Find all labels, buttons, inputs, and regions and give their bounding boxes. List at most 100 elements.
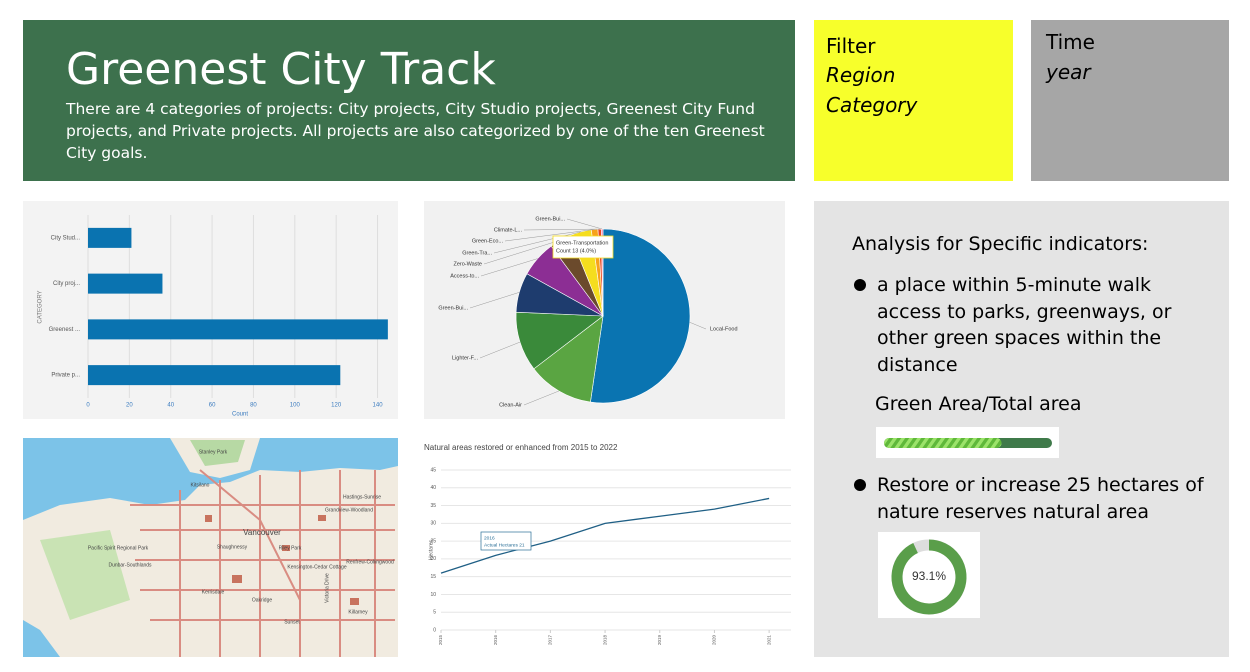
- slice-label: Zero-Waste: [453, 261, 482, 267]
- slice-label: Local-Food: [710, 326, 738, 332]
- leader-line: [523, 228, 600, 231]
- time-bg[interactable]: [1031, 20, 1229, 181]
- leader-line: [479, 341, 521, 359]
- park: [190, 440, 245, 466]
- slice-label: Lighter-F...: [452, 355, 478, 361]
- slice-label: Green-Tra...: [462, 250, 492, 256]
- bullet: [854, 279, 866, 291]
- map-label: Stanley Park: [199, 449, 228, 455]
- x-axis-label: Count: [232, 412, 248, 418]
- x-tick-label: 120: [331, 403, 342, 409]
- map-label: Dunbar-Southlands: [108, 562, 152, 568]
- leader-line: [689, 322, 707, 330]
- x-tick-label: 0: [86, 403, 90, 409]
- filter-item[interactable]: Region: [826, 63, 896, 87]
- map-label: Kitsilano: [191, 482, 210, 488]
- bullet: [854, 479, 866, 491]
- map-label: Hastings-Sunrise: [343, 494, 381, 500]
- y-tick-label: 5: [433, 610, 436, 616]
- time-title: Time: [1046, 30, 1095, 54]
- x-tick-label: 40: [167, 403, 174, 409]
- x-tick-label: 2020: [712, 634, 717, 645]
- line-series: [440, 497, 770, 574]
- map-label: Sunset: [284, 619, 300, 625]
- y-axis-label: Hectares: [428, 540, 434, 561]
- x-tick-label: 2016: [493, 634, 498, 645]
- header-bg: [23, 20, 795, 181]
- y-tick-label: 45: [430, 467, 436, 473]
- map-label: Vancouver: [243, 528, 281, 537]
- time-item[interactable]: year: [1046, 60, 1091, 84]
- y-tick-label: 30: [430, 521, 436, 527]
- indicator-metric: Green Area/Total area: [875, 393, 1082, 415]
- y-axis-label: CATEGORY: [38, 290, 44, 323]
- x-tick-label: 140: [373, 403, 384, 409]
- x-tick-label: 2018: [602, 634, 607, 645]
- leader-line: [480, 258, 538, 277]
- map-label: Kerrisdale: [202, 589, 225, 595]
- tooltip-text: Actual Hectares 21: [484, 542, 525, 548]
- land: [23, 466, 398, 657]
- x-tick-label: 2021: [766, 634, 771, 645]
- indicator-text: a place within 5-minute walk access to p…: [877, 274, 1172, 376]
- y-tick-label: Greenest ...: [49, 327, 81, 333]
- y-tick-label: 10: [430, 592, 436, 598]
- slice-label: Green-Eco...: [472, 238, 504, 244]
- x-tick-label: 80: [250, 403, 257, 409]
- filter-title: Filter: [826, 34, 876, 58]
- leader-line: [566, 218, 603, 230]
- roads: [130, 469, 395, 657]
- map-label: Pacific Spirit Regional Park: [88, 545, 149, 551]
- bar: [88, 227, 132, 248]
- park: [40, 530, 130, 620]
- slice-label: Green-Bui...: [438, 305, 468, 311]
- x-tick-label: 2015: [438, 634, 443, 645]
- slice-label: Access-to...: [450, 273, 479, 279]
- map-label: Shaughnessy: [217, 544, 248, 550]
- x-tick-label: 2017: [548, 634, 553, 645]
- x-tick-label: 20: [126, 403, 133, 409]
- map-label: Victoria Drive: [324, 573, 330, 603]
- map[interactable]: [23, 438, 398, 657]
- description: There are 4 categories of projects: City…: [66, 100, 765, 162]
- map-label: Renfrew-Collingwood: [346, 559, 394, 565]
- tooltip: [552, 235, 614, 259]
- bar: [88, 273, 163, 294]
- y-tick-label: 25: [430, 538, 436, 544]
- x-tick-label: 60: [209, 403, 216, 409]
- indicator-heading: Analysis for Specific indicators:: [852, 233, 1149, 255]
- map-label: Oakridge: [252, 597, 273, 603]
- y-tick-label: 20: [430, 556, 436, 562]
- filter-item[interactable]: Category: [826, 93, 918, 117]
- x-tick-label: 100: [290, 403, 301, 409]
- bar-panel: [23, 201, 398, 419]
- map-label: Kensington-Cedar Cottage: [287, 564, 346, 570]
- slice-label: Clean-Air: [499, 402, 522, 408]
- y-tick-label: 40: [430, 485, 436, 491]
- bar: [88, 319, 388, 340]
- bar: [88, 365, 341, 386]
- y-tick-label: Private p...: [51, 373, 80, 379]
- pie-slice: [590, 228, 691, 404]
- filter-bg[interactable]: [814, 20, 1013, 181]
- leader-line: [469, 292, 520, 309]
- map-label: Killarney: [348, 609, 368, 615]
- tooltip: [480, 531, 532, 551]
- y-tick-label: 15: [430, 574, 436, 580]
- leader-line: [504, 229, 595, 242]
- progress-fill: [884, 438, 1002, 448]
- gauge-arc: [891, 539, 967, 615]
- x-tick-label: 2019: [657, 634, 662, 645]
- blocks: [205, 515, 359, 605]
- slice-label: Climate-L...: [494, 227, 523, 233]
- leader-line: [523, 390, 559, 406]
- y-tick-label: 35: [430, 503, 436, 509]
- y-tick-label: City proj...: [53, 281, 80, 287]
- indicator-text: Restore or increase 25 hectares of natur…: [877, 474, 1204, 523]
- tooltip-title: 2016: [484, 535, 495, 541]
- gauge-label: 93.1%: [912, 569, 946, 583]
- title: Greenest City Track: [66, 44, 496, 95]
- slice-label: Green-Bui...: [535, 216, 565, 222]
